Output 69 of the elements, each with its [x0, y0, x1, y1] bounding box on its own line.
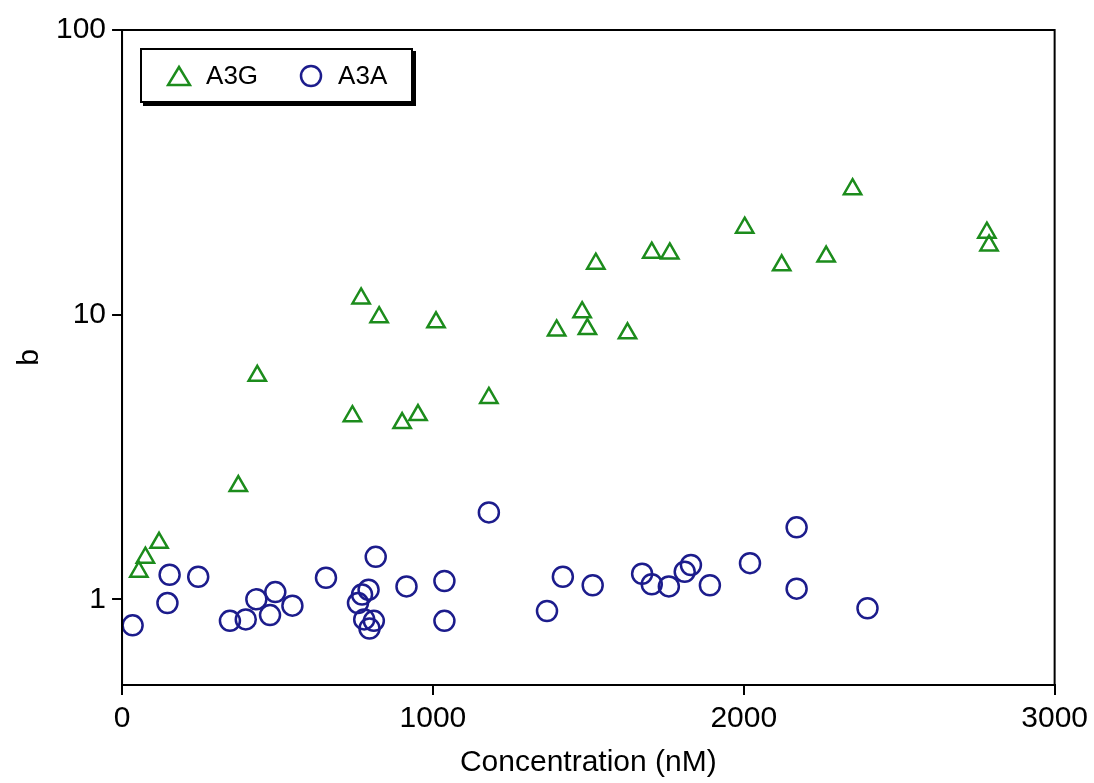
point [535, 599, 559, 623]
point [641, 241, 662, 259]
point [149, 531, 169, 550]
point [478, 386, 499, 405]
point [816, 245, 837, 263]
point [551, 565, 575, 589]
point [785, 516, 808, 539]
point [247, 364, 268, 383]
point [264, 580, 287, 604]
point [362, 609, 386, 633]
point [281, 594, 304, 617]
point [357, 578, 380, 602]
point [245, 588, 268, 611]
point [477, 501, 501, 524]
point [546, 319, 567, 337]
point [234, 608, 258, 631]
x-tick-label: 3000 [1021, 700, 1089, 734]
point [358, 617, 381, 640]
point [342, 404, 363, 423]
point [785, 577, 808, 600]
point [617, 322, 638, 340]
point [352, 608, 376, 631]
point [979, 234, 999, 252]
point [640, 572, 664, 596]
point [738, 551, 762, 575]
point [258, 603, 282, 627]
x-tick-label: 0 [113, 700, 131, 734]
point [734, 216, 755, 234]
point [577, 317, 598, 336]
point [659, 242, 680, 260]
point [572, 300, 593, 319]
x-axis-title: Concentration (nM) [459, 744, 717, 778]
y-tick-label: 100 [55, 11, 107, 45]
point [228, 474, 249, 493]
point [369, 305, 390, 324]
point [186, 565, 210, 589]
point [395, 575, 418, 598]
y-axis-title: b [11, 349, 45, 366]
point [392, 411, 413, 430]
point [350, 583, 374, 606]
point [842, 177, 863, 196]
legend-label: A3G [206, 60, 259, 91]
x-tick-label: 1000 [399, 700, 467, 734]
point [679, 553, 703, 577]
point [314, 566, 338, 590]
point [408, 403, 428, 422]
point [771, 254, 792, 272]
point [856, 597, 879, 620]
point [426, 311, 446, 329]
y-tick-label: 10 [72, 295, 107, 329]
point [351, 287, 372, 305]
y-tick-label: 1 [89, 580, 107, 614]
point [630, 562, 654, 585]
point [585, 252, 606, 270]
point [698, 574, 722, 597]
point [158, 563, 181, 586]
point [346, 591, 370, 615]
legend-label: A3A [338, 60, 388, 91]
point [433, 609, 456, 633]
point [156, 591, 179, 615]
point [433, 569, 456, 593]
point [364, 545, 387, 569]
point [976, 221, 997, 239]
x-tick-label: 2000 [710, 700, 778, 734]
point [581, 574, 604, 597]
point [218, 609, 242, 633]
point [657, 575, 681, 598]
point [673, 560, 696, 583]
point [122, 614, 144, 637]
